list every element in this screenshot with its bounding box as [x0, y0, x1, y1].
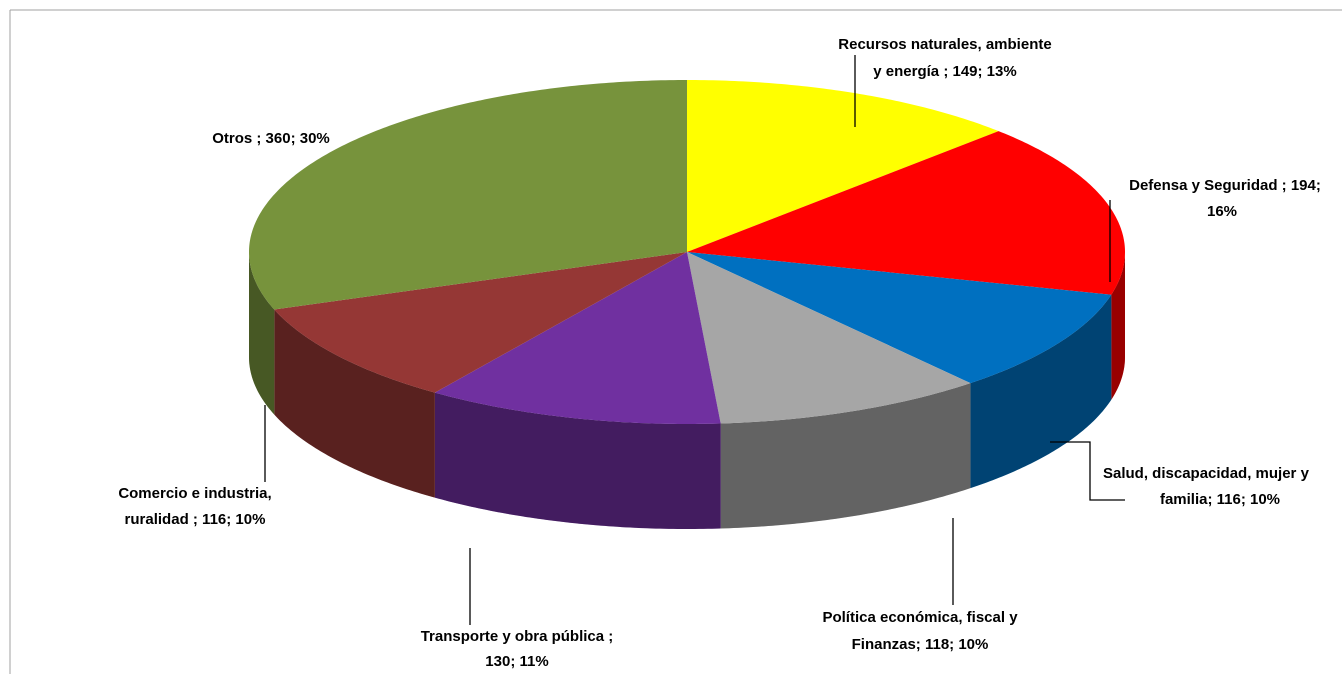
slice-side: [434, 392, 721, 529]
data-label: Transporte y obra pública ;: [421, 628, 614, 645]
data-label: Finanzas; 118; 10%: [852, 636, 989, 653]
slice-side-shade: [1111, 252, 1125, 400]
slice-side-shade: [274, 309, 435, 498]
slice: [687, 252, 971, 424]
data-label: Política económica, fiscal y: [822, 609, 1018, 626]
slice: [687, 131, 1125, 295]
slice-side: [274, 309, 435, 498]
slice-side: [1111, 252, 1125, 400]
slice-side: [720, 383, 971, 529]
data-label: 16%: [1207, 203, 1237, 220]
slice-side-shade: [249, 252, 275, 415]
data-label: Otros ; 360; 30%: [212, 130, 330, 147]
slice-side-shade: [434, 392, 721, 529]
slice: [434, 252, 721, 424]
slice-side: [249, 252, 275, 415]
slice: [687, 80, 999, 252]
data-label: y energía ; 149; 13%: [873, 63, 1016, 80]
data-label: Comercio e industria,: [118, 485, 271, 502]
data-label: Salud, discapacidad, mujer y: [1103, 465, 1310, 482]
slice-side-shade: [970, 294, 1112, 489]
slice: [274, 252, 687, 393]
data-label: ruralidad ; 116; 10%: [125, 511, 266, 528]
leader-line: [1050, 441, 1125, 501]
slice: [687, 252, 1112, 384]
slice-side: [970, 294, 1112, 489]
data-label: Defensa y Seguridad ; 194;: [1129, 177, 1321, 194]
data-label: Recursos naturales, ambiente: [838, 36, 1051, 53]
data-label: familia; 116; 10%: [1160, 491, 1280, 508]
slice-side-shade: [720, 383, 971, 529]
data-label: 130; 11%: [485, 653, 548, 670]
slice: [249, 80, 687, 310]
